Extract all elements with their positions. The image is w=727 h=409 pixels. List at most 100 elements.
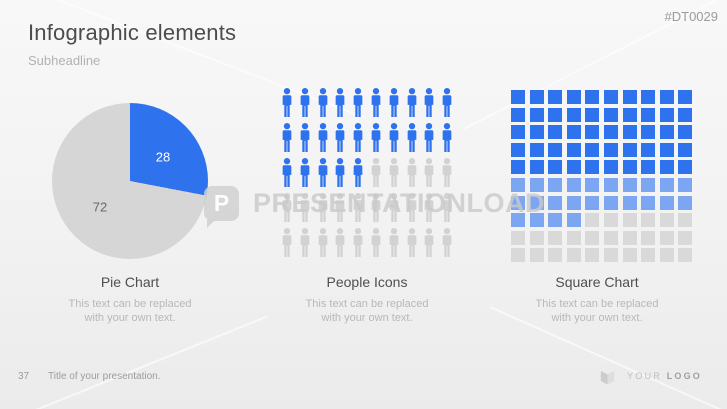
pie-chart [52, 103, 208, 259]
square-cell [566, 177, 581, 192]
square-cell [622, 90, 637, 104]
person-icon [441, 228, 453, 257]
footer-presentation-title: Title of your presentation. [48, 371, 161, 382]
square-cell [529, 107, 544, 122]
square-chart-grid [511, 90, 693, 263]
watermark-logo-icon: P [204, 186, 239, 228]
person-icon [406, 158, 418, 187]
card-description-line: with your own text. [84, 312, 176, 324]
square-cell [566, 195, 581, 210]
square-cell [529, 213, 544, 228]
person-icon [423, 193, 435, 222]
person-icon [388, 193, 400, 222]
card-description-line: This text can be replaced [68, 298, 192, 310]
pie-slice-value: 72 [92, 199, 108, 215]
person-icon [317, 88, 329, 117]
square-cell [641, 142, 656, 157]
person-icon [281, 193, 293, 222]
square-cell [585, 160, 600, 175]
template-code: #DT0029 [664, 9, 718, 24]
square-cell [548, 177, 563, 192]
pie-slice-value: 28 [155, 149, 171, 165]
square-cell [641, 248, 656, 263]
footer-logo-word-logo: LOGO [666, 371, 702, 381]
square-cell [622, 230, 637, 245]
square-cell [603, 213, 618, 228]
square-cell [622, 142, 637, 157]
square-cell [603, 142, 618, 157]
square-cell [603, 90, 618, 104]
square-cell [548, 107, 563, 122]
card-description-line: This text can be replaced [535, 298, 659, 310]
square-cell [659, 107, 674, 122]
decorative-streak [0, 315, 268, 409]
square-cell [659, 213, 674, 228]
square-cell [641, 107, 656, 122]
square-cell [548, 248, 563, 263]
person-icon [352, 158, 364, 187]
square-cell [529, 142, 544, 157]
person-icon [281, 88, 293, 117]
person-icon [406, 228, 418, 257]
person-icon [299, 228, 311, 257]
card-label-people: People Icons This text can be replaced w… [267, 274, 467, 325]
square-cell [511, 248, 525, 263]
person-icon [334, 193, 346, 222]
square-cell [585, 142, 600, 157]
square-cell [529, 230, 544, 245]
square-cell [566, 213, 581, 228]
square-cell [622, 213, 637, 228]
square-cell [548, 90, 563, 104]
person-icon [441, 88, 453, 117]
square-cell [678, 107, 693, 122]
square-cell [678, 125, 693, 140]
person-icon [299, 193, 311, 222]
person-icon [441, 123, 453, 152]
square-cell [585, 195, 600, 210]
person-icon [317, 193, 329, 222]
card-description-line: with your own text. [321, 312, 413, 324]
person-icon [334, 228, 346, 257]
footer-logo-text: YOUR LOGO [627, 371, 702, 381]
square-cell [585, 177, 600, 192]
square-cell [529, 248, 544, 263]
square-cell [622, 125, 637, 140]
person-icon [352, 228, 364, 257]
person-icon [299, 158, 311, 187]
person-icon [370, 88, 382, 117]
square-cell [678, 248, 693, 263]
square-cell [659, 90, 674, 104]
square-cell [511, 160, 525, 175]
square-cell [678, 195, 693, 210]
person-icon [281, 123, 293, 152]
person-icon [281, 228, 293, 257]
square-cell [641, 90, 656, 104]
square-cell [622, 160, 637, 175]
person-icon [370, 228, 382, 257]
square-cell [603, 125, 618, 140]
square-cell [659, 248, 674, 263]
square-cell [548, 160, 563, 175]
square-cell [622, 177, 637, 192]
square-cell [529, 177, 544, 192]
square-cell [641, 160, 656, 175]
square-cell [566, 107, 581, 122]
square-cell [566, 160, 581, 175]
square-cell [678, 142, 693, 157]
square-cell [641, 213, 656, 228]
people-icons-grid [281, 88, 453, 257]
square-cell [603, 160, 618, 175]
square-cell [659, 177, 674, 192]
person-icon [370, 123, 382, 152]
square-cell [641, 125, 656, 140]
square-cell [585, 125, 600, 140]
square-cell [511, 213, 525, 228]
square-cell [585, 230, 600, 245]
square-cell [566, 230, 581, 245]
square-cell [529, 195, 544, 210]
square-cell [548, 195, 563, 210]
person-icon [352, 123, 364, 152]
square-cell [511, 195, 525, 210]
person-icon [406, 123, 418, 152]
